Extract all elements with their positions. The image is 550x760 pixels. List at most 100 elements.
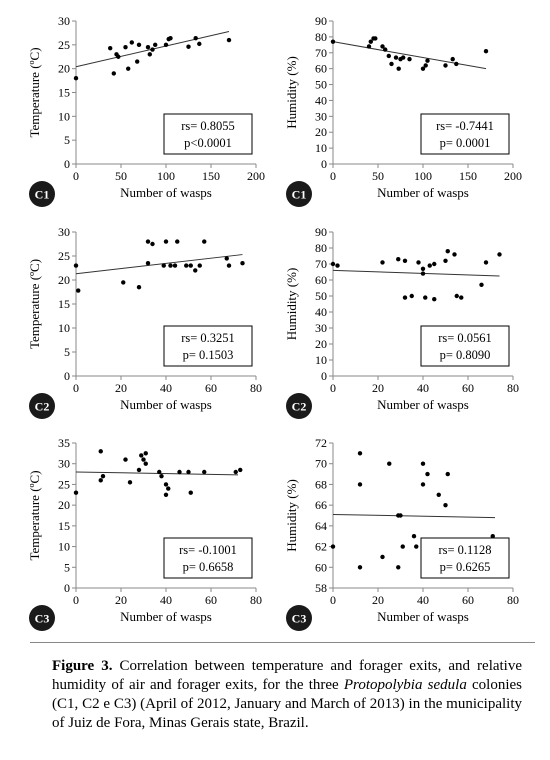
x-tick-label: 100 — [157, 169, 175, 183]
x-axis-label: Number of wasps — [120, 609, 212, 624]
y-tick-label: 70 — [315, 457, 327, 471]
caption-text-1: Correlation between temperature and fora… — [52, 658, 523, 693]
x-tick-label: 40 — [160, 381, 172, 395]
y-tick-label: 20 — [315, 125, 327, 139]
data-point — [172, 263, 178, 268]
x-tick-label: 60 — [205, 593, 217, 607]
data-point — [177, 469, 182, 475]
data-point — [153, 42, 158, 48]
y-tick-label: 70 — [315, 46, 327, 60]
y-tick-label: 60 — [315, 62, 327, 76]
data-point — [497, 252, 502, 257]
data-point — [143, 461, 148, 466]
y-axis-label: Temperature (ºC) — [27, 470, 42, 560]
data-point — [398, 513, 403, 518]
stats-p: p<0.0001 — [184, 136, 232, 150]
data-point — [73, 76, 79, 81]
panel-badge — [29, 393, 55, 419]
x-tick-label: 0 — [73, 593, 79, 607]
data-point — [150, 241, 155, 247]
data-point — [483, 48, 489, 54]
data-point — [136, 467, 142, 473]
y-tick-label: 5 — [64, 133, 70, 147]
data-point — [386, 53, 391, 59]
data-point — [136, 42, 142, 48]
y-tick-label: 25 — [58, 38, 70, 52]
data-point — [402, 258, 408, 263]
y-axis-label: Humidity (%) — [284, 268, 299, 341]
data-point — [163, 492, 169, 497]
stats-box — [163, 325, 253, 367]
data-point — [168, 263, 173, 268]
data-point — [161, 263, 166, 268]
x-tick-label: 50 — [372, 169, 384, 183]
data-point — [111, 71, 117, 76]
x-axis-label: Number of wasps — [377, 397, 469, 412]
y-tick-label: 66 — [315, 498, 327, 512]
data-point — [116, 54, 121, 59]
y-tick-label: 30 — [58, 225, 70, 239]
stats-rs: rs= 0.3251 — [181, 331, 235, 345]
data-point — [443, 63, 448, 68]
data-point — [396, 565, 401, 570]
stats-box — [420, 325, 510, 367]
y-tick-label: 72 — [315, 436, 327, 450]
data-point — [240, 261, 245, 266]
y-tick-label: 15 — [58, 86, 70, 100]
data-point — [166, 486, 171, 491]
x-tick-label: 0 — [73, 381, 79, 395]
data-point — [163, 482, 169, 487]
data-point — [423, 63, 428, 68]
x-tick-label: 20 — [372, 381, 384, 395]
y-tick-label: 15 — [58, 297, 70, 311]
y-axis-label: Temperature (ºC) — [27, 47, 42, 137]
x-tick-label: 20 — [115, 381, 127, 395]
x-axis-label: Number of wasps — [120, 185, 212, 200]
data-point — [411, 534, 417, 539]
x-tick-label: 60 — [462, 381, 474, 395]
data-point — [420, 266, 426, 271]
y-tick-label: 20 — [58, 273, 70, 287]
y-tick-label: 30 — [315, 321, 327, 335]
y-tick-label: 20 — [58, 62, 70, 76]
x-tick-label: 40 — [417, 381, 429, 395]
data-point — [233, 469, 238, 475]
data-point — [436, 492, 441, 497]
data-point — [186, 44, 191, 49]
data-point — [197, 41, 202, 47]
trend-line — [332, 41, 487, 70]
y-tick-label: 35 — [58, 436, 70, 450]
data-point — [100, 473, 106, 479]
x-tick-label: 0 — [330, 381, 336, 395]
data-point — [450, 56, 455, 62]
data-point — [387, 461, 392, 466]
data-point — [129, 40, 134, 45]
data-point — [483, 260, 489, 265]
data-point — [420, 66, 426, 71]
data-point — [380, 554, 385, 560]
data-point — [163, 239, 169, 244]
data-point — [380, 44, 385, 49]
panel-badge — [286, 181, 312, 207]
data-point — [139, 453, 144, 458]
y-tick-label: 60 — [315, 273, 327, 287]
data-point — [420, 482, 426, 487]
data-point — [443, 258, 448, 263]
stats-rs: rs= 0.1128 — [438, 543, 491, 557]
data-point — [126, 66, 131, 71]
data-point — [121, 280, 126, 285]
y-tick-label: 0 — [64, 369, 70, 383]
y-axis-label: Humidity (%) — [284, 479, 299, 552]
x-axis-label: Number of wasps — [377, 185, 469, 200]
y-tick-label: 40 — [315, 305, 327, 319]
y-tick-label: 0 — [321, 369, 327, 383]
data-point — [226, 263, 232, 268]
chart-panel-5: 0 5 10 15 20 25 30 35 0 20 40 60 80 Number of wasps Te… — [27, 436, 262, 631]
x-tick-label: 20 — [372, 593, 384, 607]
y-tick-label: 15 — [58, 519, 70, 533]
data-point — [357, 451, 363, 456]
data-point — [416, 260, 421, 265]
data-point — [452, 252, 457, 257]
y-tick-label: 25 — [58, 249, 70, 263]
